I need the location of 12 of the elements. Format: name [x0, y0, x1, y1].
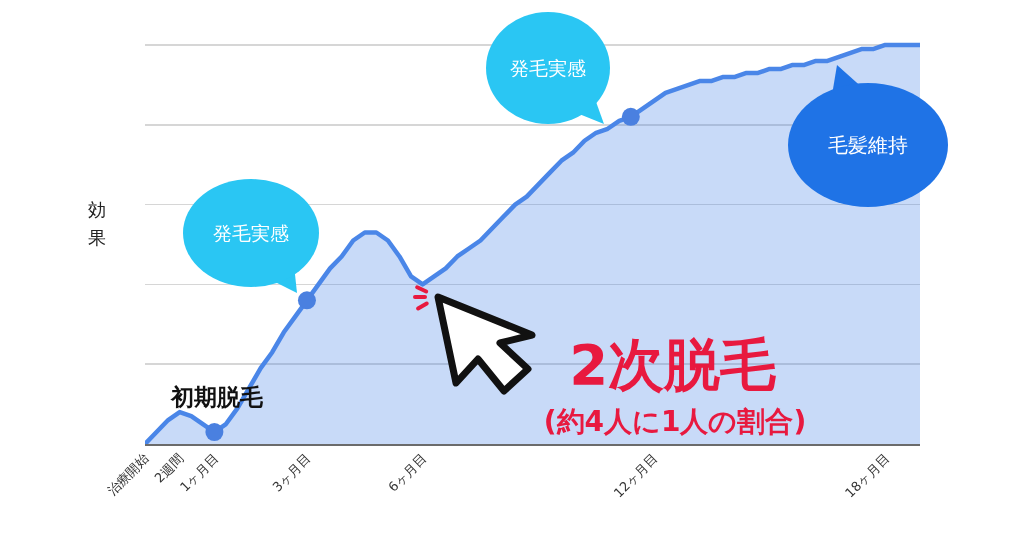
- x-tick-label: 治療開始: [104, 450, 152, 499]
- annotation: 発毛実感: [510, 56, 586, 79]
- x-tick-label: 18ヶ月目: [842, 450, 893, 501]
- annotation: 初期脱毛: [171, 384, 264, 411]
- annotation: 発毛実感: [213, 221, 289, 244]
- annotation: (約4人に1人の割合): [543, 404, 807, 438]
- x-tick-label: 3ヶ月目: [269, 450, 314, 495]
- annotation: 2次脱毛: [569, 332, 777, 398]
- x-tick-label: 12ヶ月目: [610, 450, 661, 501]
- x-tick-label: 6ヶ月目: [385, 450, 430, 495]
- annotation: 毛髪維持: [828, 133, 908, 157]
- y-axis-title: 効果: [87, 198, 107, 250]
